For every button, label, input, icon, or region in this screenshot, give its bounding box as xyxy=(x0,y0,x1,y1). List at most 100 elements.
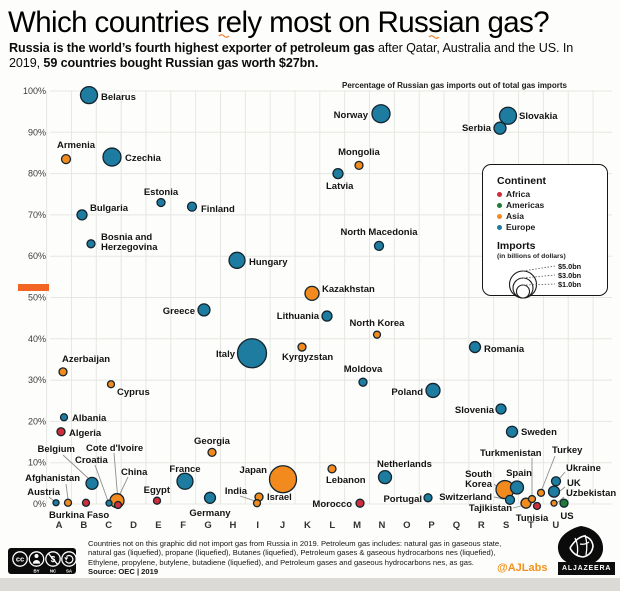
country-label: Norway xyxy=(334,110,369,121)
bubble-india xyxy=(252,499,262,508)
bubble-cote-d-ivoire xyxy=(113,500,123,510)
y-tick-label: 0% xyxy=(33,499,46,509)
country-label: Serbia xyxy=(462,123,492,134)
legend-imports-subtitle: (in billions of dollars) xyxy=(497,252,566,260)
size-legend-label: $3.0bn xyxy=(558,271,581,280)
y-tick-label: 20% xyxy=(28,416,46,426)
footnote: Countries not on this graphic did not im… xyxy=(88,539,518,567)
by-person-icon xyxy=(28,551,45,567)
country-label: Belarus xyxy=(101,92,136,103)
bubble-portugal xyxy=(423,493,433,503)
page-title: Which countries rely most on Russian gas… xyxy=(8,6,550,39)
bubble-italy xyxy=(236,338,268,369)
country-label: Uzbekistan xyxy=(566,488,616,499)
bubble-latvia xyxy=(332,167,344,180)
svg-text:cc: cc xyxy=(16,555,24,564)
title-underline-squiggle xyxy=(428,35,440,39)
country-label: Turkmenistan xyxy=(480,448,542,459)
x-letter-label: N xyxy=(378,520,385,531)
bubble-sweden xyxy=(505,425,519,438)
country-label: South xyxy=(465,469,492,480)
x-letter-label: H xyxy=(229,520,236,531)
label-leader-line xyxy=(559,486,566,492)
country-label: Azerbaijan xyxy=(62,354,110,365)
svg-text:BY: BY xyxy=(33,569,39,574)
bubble-germany xyxy=(203,491,217,504)
label-leader-line xyxy=(559,471,566,479)
cc-icon xyxy=(12,551,28,567)
bubble-bulgaria xyxy=(76,209,88,221)
x-letter-label: B xyxy=(80,520,87,531)
bubble-serbia xyxy=(493,121,507,135)
legend-continent-label: Europe xyxy=(506,222,536,232)
country-label: Cote d'Ivoire xyxy=(86,443,143,454)
country-label: Bosnia and xyxy=(101,232,152,243)
label-leader-line xyxy=(118,476,129,497)
footnote-line: Countries not on this graphic did not im… xyxy=(88,539,502,548)
bubble-kyrgyzstan xyxy=(297,342,307,352)
country-label: Bulgaria xyxy=(90,203,129,214)
legend-continent-title: Continent xyxy=(497,175,546,187)
country-label: Sweden xyxy=(521,427,557,438)
x-letter-label: O xyxy=(403,520,410,531)
sa-share-alike-icon xyxy=(61,551,76,567)
country-label: Germany xyxy=(189,508,231,519)
bubble-finland xyxy=(186,201,198,212)
legend-color-dot xyxy=(497,202,502,208)
bubble-armenia xyxy=(60,153,72,165)
y-tick-label: 100% xyxy=(23,86,46,96)
legend-continent-item: Europe xyxy=(497,223,607,232)
bubble-moldova xyxy=(358,377,368,387)
bubble-us xyxy=(559,498,569,508)
label-leader-line xyxy=(541,455,556,490)
country-label: Estonia xyxy=(144,187,179,198)
label-leader-line xyxy=(65,483,69,500)
country-label: North Korea xyxy=(350,318,406,329)
x-letter-label: T xyxy=(528,520,534,531)
country-label: UK xyxy=(567,478,581,489)
continent-legend: Africa Americas Asia Europe xyxy=(497,190,607,232)
bubble-burkina-faso xyxy=(81,498,91,507)
country-label: Egypt xyxy=(144,485,171,496)
bubble-netherlands xyxy=(377,470,393,485)
legend-imports-title: Imports xyxy=(497,239,536,252)
country-label: Korea xyxy=(465,479,493,490)
bubble-albania xyxy=(59,413,69,422)
x-letter-label: U xyxy=(552,520,559,531)
x-letter-label: C xyxy=(105,520,112,531)
bubble-lithuania xyxy=(321,310,333,322)
bubble-georgia xyxy=(207,447,217,458)
x-letter-label: G xyxy=(204,520,211,531)
bubble-bosnia-and-herzegovina xyxy=(86,239,96,249)
size-legend-svg: $5.0bn$3.0bn$1.0bn xyxy=(508,262,581,299)
subtitle-bold-1: Russia is the world’s fourth highest exp… xyxy=(9,41,375,55)
bubble-cyprus xyxy=(106,380,116,389)
country-label: Slovenia xyxy=(455,405,495,416)
size-legend-dotted-line xyxy=(522,265,556,271)
legend-color-dot xyxy=(497,224,502,230)
country-label: Mongolia xyxy=(338,147,380,158)
accent-bar xyxy=(18,284,49,291)
country-label: Spain xyxy=(506,468,532,479)
bubble-spain xyxy=(509,480,525,495)
bubble-belarus xyxy=(79,85,99,105)
subtitle-bold-2: 59 countries bought Russian gas worth $2… xyxy=(43,55,319,70)
country-label: Afghanistan xyxy=(25,473,80,484)
footnote-line: Ethylene, propylene, butylene, butadiene… xyxy=(88,557,474,567)
aljazeera-wordmark: ALJAZEERA xyxy=(558,562,616,575)
bubble-tunisia xyxy=(532,501,542,511)
y-tick-label: 50% xyxy=(28,293,46,303)
bubble-croatia xyxy=(105,499,113,507)
country-label: China xyxy=(121,467,148,478)
country-label: Finland xyxy=(201,204,235,215)
x-letter-label: E xyxy=(155,520,161,531)
bubble-kazakhstan xyxy=(304,285,320,302)
country-label: Hungary xyxy=(249,257,288,268)
y-tick-label: 60% xyxy=(28,251,46,261)
country-label: Israel xyxy=(267,492,292,503)
x-letter-label: I xyxy=(256,520,259,531)
ajlabs-handle: @AJLabs xyxy=(497,562,548,574)
country-label: Croatia xyxy=(75,455,108,466)
x-letter-label: D xyxy=(130,520,137,531)
country-label: Slovakia xyxy=(519,111,558,122)
